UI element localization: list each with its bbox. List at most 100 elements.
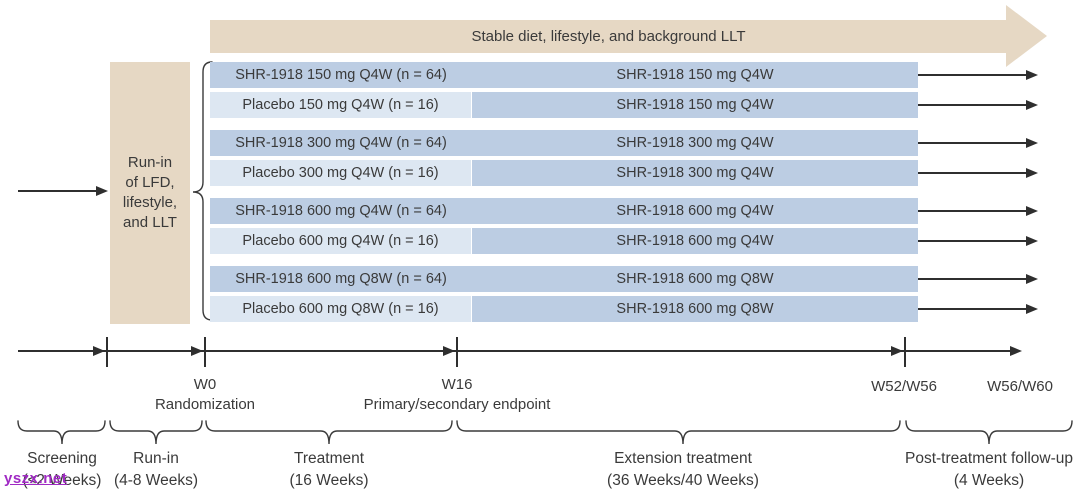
row-followup-line <box>918 210 1026 212</box>
row-followup-line <box>918 308 1026 310</box>
row-followup-arrowhead <box>1026 304 1038 314</box>
phase-post-treatment: Post-treatment follow-up (4 Weeks) <box>905 448 1073 492</box>
arm-extension-label: SHR-1918 150 mg Q4W <box>616 67 774 83</box>
milestone-week-w56-w60: W56/W60 <box>987 378 1053 395</box>
treatment-segment: Placebo 150 mg Q4W (n = 16) <box>210 92 472 118</box>
extension-segment: SHR-1918 150 mg Q4W <box>472 62 918 88</box>
row-followup-arrowhead <box>1026 206 1038 216</box>
arm-treatment-label: Placebo 300 mg Q4W (n = 16) <box>242 165 439 181</box>
arm-treatment-label: SHR-1918 600 mg Q4W (n = 64) <box>235 203 447 219</box>
extension-segment: SHR-1918 600 mg Q8W <box>472 266 918 292</box>
watermark: yszx.net <box>4 470 68 487</box>
extension-segment: SHR-1918 300 mg Q4W <box>472 130 918 156</box>
arm-treatment-label: SHR-1918 600 mg Q8W (n = 64) <box>235 271 447 287</box>
arm-extension-label: SHR-1918 600 mg Q4W <box>616 203 774 219</box>
stable-background-arrowhead <box>1006 5 1047 67</box>
phase-name: Extension treatment <box>614 450 752 467</box>
timeline-arrowhead <box>891 346 903 356</box>
timeline-arrowhead <box>443 346 455 356</box>
timeline-tick-w52 <box>904 337 906 367</box>
arm-row-shr-300-q4w: SHR-1918 300 mg Q4W (n = 64) SHR-1918 30… <box>210 130 918 156</box>
phase-duration: (36 Weeks/40 Weeks) <box>607 472 759 489</box>
arm-row-shr-150-q4w: SHR-1918 150 mg Q4W (n = 64) SHR-1918 15… <box>210 62 918 88</box>
row-followup-line <box>918 172 1026 174</box>
extension-segment: SHR-1918 300 mg Q4W <box>472 160 918 186</box>
extension-segment: SHR-1918 600 mg Q4W <box>472 198 918 224</box>
row-followup-line <box>918 240 1026 242</box>
screening-brace <box>17 420 106 445</box>
arm-row-shr-600-q4w: SHR-1918 600 mg Q4W (n = 64) SHR-1918 60… <box>210 198 918 224</box>
arm-extension-label: SHR-1918 300 mg Q4W <box>616 165 774 181</box>
treatment-segment: SHR-1918 600 mg Q4W (n = 64) <box>210 198 472 224</box>
treatment-segment: SHR-1918 300 mg Q4W (n = 64) <box>210 130 472 156</box>
milestone-event-endpoint: Primary/secondary endpoint <box>363 396 551 413</box>
extension-brace <box>456 420 901 445</box>
arm-extension-label: SHR-1918 600 mg Q8W <box>616 271 774 287</box>
milestone-week-w16: W16 <box>441 376 473 393</box>
entry-arrowhead <box>96 186 108 196</box>
row-followup-arrowhead <box>1026 168 1038 178</box>
phase-run-in: Run-in (4-8 Weeks) <box>114 448 198 492</box>
row-followup-line <box>918 142 1026 144</box>
treatment-segment: Placebo 600 mg Q4W (n = 16) <box>210 228 472 254</box>
arm-extension-label: SHR-1918 150 mg Q4W <box>616 97 774 113</box>
timeline-tick-w0 <box>204 337 206 367</box>
phase-braces <box>17 420 1073 445</box>
timeline-line <box>18 350 1012 352</box>
arm-treatment-label: Placebo 600 mg Q8W (n = 16) <box>242 301 439 317</box>
treatment-segment: SHR-1918 600 mg Q8W (n = 64) <box>210 266 472 292</box>
stable-background-label: Stable diet, lifestyle, and background L… <box>471 28 746 45</box>
post-treatment-brace <box>905 420 1073 445</box>
phase-extension: Extension treatment (36 Weeks/40 Weeks) <box>607 448 759 492</box>
row-followup-arrowhead <box>1026 70 1038 80</box>
phase-duration: (4 Weeks) <box>953 472 1025 489</box>
timeline-arrowhead <box>1010 346 1022 356</box>
row-followup-arrowhead <box>1026 100 1038 110</box>
phase-screening: Screening (≤2 Weeks) <box>23 448 102 492</box>
extension-segment: SHR-1918 600 mg Q8W <box>472 296 918 322</box>
extension-segment: SHR-1918 150 mg Q4W <box>472 92 918 118</box>
row-followup-arrowhead <box>1026 274 1038 284</box>
run-in-label: Run-in of LFD, lifestyle, and LLT <box>122 154 178 231</box>
timeline-tick <box>106 337 108 367</box>
milestone-event-randomization: Randomization <box>154 396 256 413</box>
arm-treatment-label: SHR-1918 150 mg Q4W (n = 64) <box>235 67 447 83</box>
arm-treatment-label: Placebo 150 mg Q4W (n = 16) <box>242 97 439 113</box>
treatment-segment: Placebo 600 mg Q8W (n = 16) <box>210 296 472 322</box>
milestone-week-w52-w56: W52/W56 <box>871 378 937 395</box>
arm-row-placebo-150-q4w: Placebo 150 mg Q4W (n = 16) SHR-1918 150… <box>210 92 918 118</box>
arm-treatment-label: Placebo 600 mg Q4W (n = 16) <box>242 233 439 249</box>
extension-segment: SHR-1918 600 mg Q4W <box>472 228 918 254</box>
arm-extension-label: SHR-1918 600 mg Q4W <box>616 233 774 249</box>
arm-row-placebo-600-q8w: Placebo 600 mg Q8W (n = 16) SHR-1918 600… <box>210 296 918 322</box>
row-followup-arrowhead <box>1026 236 1038 246</box>
arm-row-placebo-600-q4w: Placebo 600 mg Q4W (n = 16) SHR-1918 600… <box>210 228 918 254</box>
arm-extension-label: SHR-1918 600 mg Q8W <box>616 301 774 317</box>
arm-extension-label: SHR-1918 300 mg Q4W <box>616 135 774 151</box>
treatment-segment: Placebo 300 mg Q4W (n = 16) <box>210 160 472 186</box>
treatment-segment: SHR-1918 150 mg Q4W (n = 64) <box>210 62 472 88</box>
arm-row-placebo-300-q4w: Placebo 300 mg Q4W (n = 16) SHR-1918 300… <box>210 160 918 186</box>
stable-background-arrow: Stable diet, lifestyle, and background L… <box>210 20 1007 53</box>
randomization-brace <box>192 61 213 321</box>
timeline-arrowhead <box>93 346 105 356</box>
entry-arrow-line <box>18 190 98 192</box>
phase-duration: (≤2 Weeks) <box>22 472 102 489</box>
phase-name: Run-in <box>133 450 179 467</box>
phase-treatment: Treatment (16 Weeks) <box>290 448 369 492</box>
phase-name: Screening <box>27 450 97 467</box>
row-followup-line <box>918 74 1026 76</box>
phase-name: Post-treatment follow-up <box>905 450 1073 467</box>
arm-row-shr-600-q8w: SHR-1918 600 mg Q8W (n = 64) SHR-1918 60… <box>210 266 918 292</box>
row-followup-line <box>918 104 1026 106</box>
phase-duration: (4-8 Weeks) <box>113 472 199 489</box>
row-followup-line <box>918 278 1026 280</box>
run-in-brace <box>109 420 203 445</box>
timeline-tick-w16 <box>456 337 458 367</box>
treatment-brace <box>205 420 453 445</box>
milestone-week-w0: W0 <box>193 376 217 393</box>
row-followup-arrowhead <box>1026 138 1038 148</box>
phase-duration: (16 Weeks) <box>289 472 369 489</box>
run-in-box: Run-in of LFD, lifestyle, and LLT <box>110 62 190 324</box>
